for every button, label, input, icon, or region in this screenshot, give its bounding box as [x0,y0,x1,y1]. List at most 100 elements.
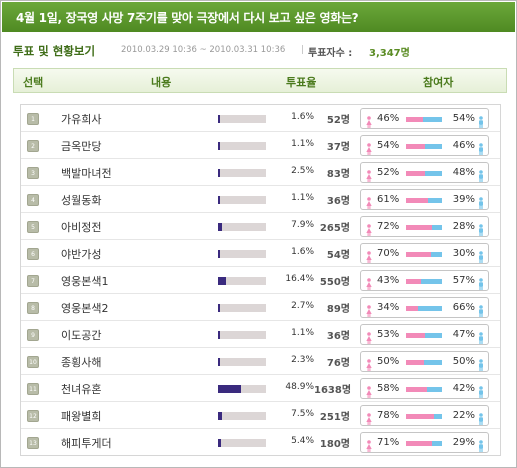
vote-count: 251명 [319,412,350,423]
option-name[interactable]: 이도공간 [61,329,102,342]
gender-ratio-bar [406,225,442,230]
vote-rate-fill [218,250,220,258]
female-icon [366,383,372,398]
male-icon [478,275,484,290]
option-number-badge[interactable]: 5 [27,221,39,233]
vote-rate-percent: 2.5% [291,166,314,176]
vote-rate-fill [218,277,226,285]
poll-row[interactable]: 7 영웅본색1 16.4% 550명 43% 57% [21,267,500,294]
female-percent: 52% [377,167,400,178]
option-number-badge[interactable]: 4 [27,194,39,206]
male-percent: 50% [452,356,475,367]
poll-row[interactable]: 3 백발마녀전 2.5% 83명 52% 48% [21,159,500,186]
vote-rate-fill [218,304,220,312]
poll-row[interactable]: 5 아비정전 7.9% 265명 72% 28% [21,213,500,240]
poll-row[interactable]: 9 이도공간 1.1% 36명 53% 47% [21,321,500,348]
option-name[interactable]: 아비정전 [61,221,102,234]
option-name[interactable]: 종횡사해 [61,356,102,369]
vote-rate-fill [218,439,221,447]
male-percent: 30% [452,248,475,259]
option-number-badge[interactable]: 3 [27,167,39,179]
male-icon [478,356,484,371]
gender-ratio-box: 50% 50% [360,351,489,372]
option-number-badge[interactable]: 2 [27,140,39,152]
gender-ratio-bar [406,441,442,446]
gender-ratio-box: 58% 42% [360,378,489,399]
poll-row[interactable]: 6 야반가성 1.6% 54명 70% 30% [21,240,500,267]
option-number-badge[interactable]: 6 [27,248,39,260]
vote-rate-bar [218,223,266,231]
vote-rate-percent: 5.4% [291,436,314,446]
option-number-badge[interactable]: 8 [27,302,39,314]
option-number-badge[interactable]: 7 [27,275,39,287]
option-number-badge[interactable]: 11 [27,383,39,395]
female-ratio-fill [406,441,432,446]
option-name[interactable]: 금옥만당 [61,140,102,153]
option-name[interactable]: 가유희사 [61,113,102,126]
female-icon [366,410,372,425]
option-number-badge[interactable]: 10 [27,356,39,368]
gender-ratio-box: 54% 46% [360,135,489,156]
option-name[interactable]: 영웅본색1 [61,275,109,288]
vote-count: 52명 [326,115,350,126]
option-number-badge[interactable]: 9 [27,329,39,341]
vote-rate-bar [218,196,266,204]
male-icon [478,383,484,398]
vote-rate-percent: 1.1% [291,328,314,338]
vote-rate-fill [218,196,220,204]
male-percent: 29% [452,437,475,448]
male-percent: 54% [452,113,475,124]
poll-list: 1 가유희사 1.6% 52명 46% 54% 2 금옥만당 1.1% 37명 54% 46% 3 백발마… [20,104,501,456]
vote-count: 550명 [319,277,350,288]
male-percent: 57% [452,275,475,286]
female-icon [366,248,372,263]
gender-ratio-box: 71% 29% [360,432,489,453]
female-icon [366,194,372,209]
poll-row[interactable]: 8 영웅본색2 2.7% 89명 34% 66% [21,294,500,321]
poll-row[interactable]: 12 패왕별희 7.5% 251명 78% 22% [21,402,500,429]
gender-ratio-bar [406,333,442,338]
option-name[interactable]: 해피투게더 [61,437,112,450]
female-icon [366,356,372,371]
option-name[interactable]: 백발마녀전 [61,167,112,180]
male-icon [478,140,484,155]
female-percent: 54% [377,140,400,151]
female-ratio-fill [406,252,432,257]
option-number-badge[interactable]: 13 [27,437,39,449]
vote-rate-percent: 7.9% [291,220,314,230]
female-percent: 43% [377,275,400,286]
poll-row[interactable]: 13 해피투게더 5.4% 180명 71% 29% [21,429,500,456]
option-name[interactable]: 야반가성 [61,248,102,261]
gender-ratio-box: 72% 28% [360,216,489,237]
vote-rate-bar [218,385,266,393]
poll-row[interactable]: 1 가유희사 1.6% 52명 46% 54% [21,105,500,132]
male-percent: 42% [452,383,475,394]
poll-row[interactable]: 4 성월동화 1.1% 36명 61% 39% [21,186,500,213]
female-ratio-fill [406,171,425,176]
poll-title: 4월 1일, 장국영 사망 7주기를 맞아 극장에서 다시 보고 싶은 영화는? [16,11,359,25]
option-name[interactable]: 영웅본색2 [61,302,109,315]
female-percent: 78% [377,410,400,421]
option-number-badge[interactable]: 1 [27,113,39,125]
female-icon [366,329,372,344]
vote-rate-fill [218,358,220,366]
poll-row[interactable]: 11 천녀유혼 48.9% 1638명 58% 42% [21,375,500,402]
male-percent: 66% [452,302,475,313]
gender-ratio-bar [406,117,442,122]
female-percent: 71% [377,437,400,448]
poll-row[interactable]: 2 금옥만당 1.1% 37명 54% 46% [21,132,500,159]
vote-count: 76명 [326,358,350,369]
vote-rate-bar [218,250,266,258]
poll-row[interactable]: 10 종횡사해 2.3% 76명 50% 50% [21,348,500,375]
vote-count: 1638명 [314,385,352,396]
option-name[interactable]: 천녀유혼 [61,383,102,396]
male-icon [478,329,484,344]
vote-rate-bar [218,277,266,285]
option-number-badge[interactable]: 12 [27,410,39,422]
option-name[interactable]: 성월동화 [61,194,102,207]
vote-count: 54명 [326,250,350,261]
option-name[interactable]: 패왕별희 [61,410,102,423]
vote-count: 36명 [326,196,350,207]
female-icon [366,221,372,236]
